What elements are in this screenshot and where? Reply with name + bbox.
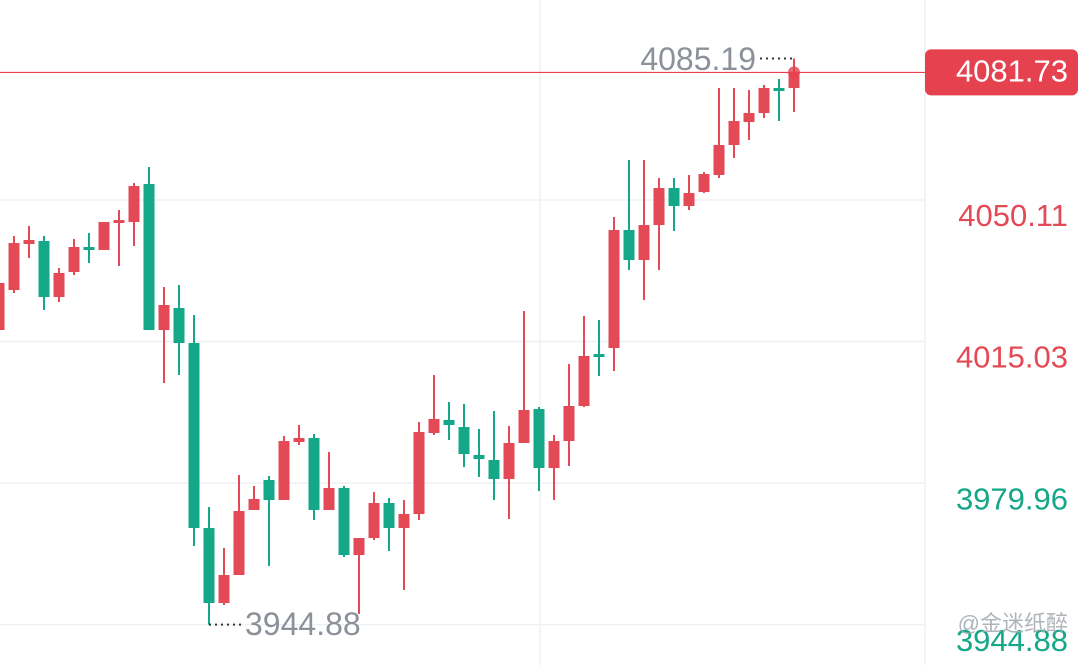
candle-body (53, 273, 65, 298)
y-tick-label: 4050.11 (958, 198, 1068, 233)
candle-body (233, 511, 245, 576)
candle-body (593, 354, 605, 358)
candle-body (338, 487, 350, 556)
grid (0, 199, 925, 626)
candle-body (0, 283, 5, 331)
candle-body (428, 418, 440, 433)
candle-body (98, 222, 110, 251)
candle-body (533, 409, 545, 469)
min-label: 3944.88 (245, 606, 361, 642)
candle-body (8, 243, 20, 290)
candle-body (293, 437, 305, 442)
candle-body (203, 528, 215, 604)
candle-body (698, 174, 710, 193)
candle-body (128, 186, 140, 223)
candle-body (368, 502, 380, 539)
last-price-tag (925, 49, 1078, 96)
candle-body (473, 455, 485, 460)
watermark: @金迷纸醉 (958, 611, 1068, 636)
candle-body (218, 575, 230, 604)
candle-body (113, 220, 125, 224)
candle-body (713, 145, 725, 175)
y-tick-label: 4015.03 (956, 340, 1068, 375)
candle-body (743, 113, 755, 123)
candle-body (158, 305, 170, 331)
candle-body (563, 405, 575, 442)
candle-body (683, 193, 695, 207)
candle-body (623, 229, 635, 261)
candle-body (143, 183, 155, 331)
candle-body (23, 239, 35, 244)
candle-body (458, 427, 470, 455)
candle-body (263, 479, 275, 501)
candle-body (173, 308, 185, 344)
candle-body (728, 121, 740, 146)
y-tick-label: 3979.96 (956, 481, 1068, 516)
candle-body (788, 72, 800, 89)
candle-body (668, 188, 680, 207)
candle-body (413, 432, 425, 515)
candles (0, 58, 800, 625)
overlay: 4050.11 4015.03 3979.96 3944.88 4085.19 3944.… (0, 41, 1078, 658)
candle-body (68, 247, 80, 272)
candle-body (578, 356, 590, 406)
candle-body (278, 441, 290, 501)
candle-body (548, 441, 560, 469)
candle-body (398, 514, 410, 529)
max-label: 4085.19 (640, 41, 756, 77)
candle-body (488, 460, 500, 479)
last-price-dot (788, 66, 800, 79)
candle-body (518, 409, 530, 443)
candle-body (323, 487, 335, 511)
candle-body (653, 188, 665, 226)
candle-body (503, 442, 515, 479)
candle-body (383, 502, 395, 529)
y-tick-label: 3944.88 (956, 623, 1068, 658)
candle-body (758, 88, 770, 114)
candle-body (308, 437, 320, 511)
candle-body (248, 499, 260, 511)
candle-body (608, 229, 620, 349)
candle-body (38, 241, 50, 298)
candle-body (443, 419, 455, 426)
candle-body (773, 88, 785, 92)
candle-body (83, 247, 95, 251)
candle-body (353, 538, 365, 556)
candle-body (638, 225, 650, 261)
candle-body (188, 343, 200, 529)
last-price-label: 4081.73 (956, 54, 1068, 89)
